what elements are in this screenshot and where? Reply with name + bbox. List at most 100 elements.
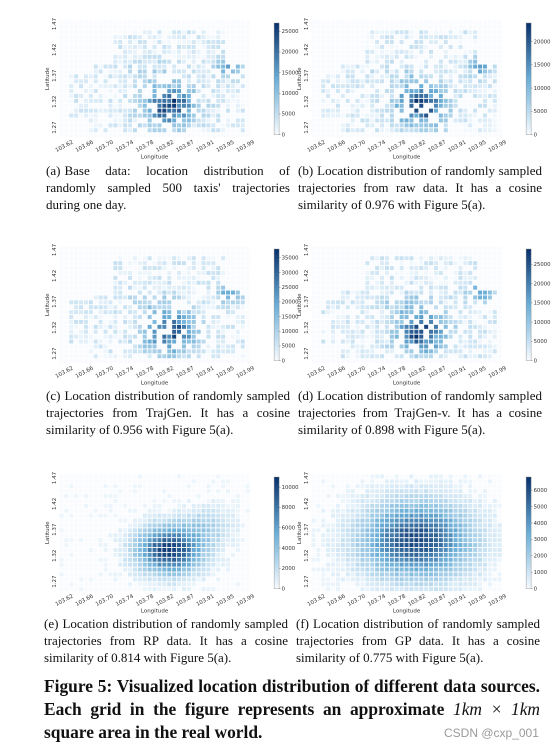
heatmap-d-cell bbox=[389, 266, 394, 271]
heatmap-b-cell bbox=[321, 113, 326, 118]
heatmap-e-cell bbox=[142, 538, 147, 543]
heatmap-c-cell bbox=[74, 266, 79, 271]
heatmap-b-cell bbox=[380, 118, 385, 123]
heatmap-e-cell bbox=[64, 582, 69, 587]
heatmap-e-cell bbox=[152, 474, 157, 479]
heatmap-e-cell bbox=[186, 533, 191, 538]
heatmap-f-cell bbox=[438, 484, 443, 489]
heatmap-b-cell bbox=[482, 59, 487, 64]
heatmap-a-cell bbox=[221, 54, 226, 59]
heatmap-a-cell bbox=[177, 64, 182, 69]
heatmap-d-cell bbox=[404, 319, 409, 324]
heatmap-b-cell bbox=[424, 103, 429, 108]
heatmap-d-cell bbox=[468, 275, 473, 280]
heatmap-a-xtick-label: 103.99 bbox=[236, 139, 256, 154]
heatmap-b-cell bbox=[311, 89, 316, 94]
heatmap-e-cell bbox=[98, 498, 103, 503]
heatmap-b-cell bbox=[394, 108, 399, 113]
heatmap-d-ytick-label: 1.47 bbox=[304, 243, 310, 256]
heatmap-d-cell bbox=[380, 280, 385, 285]
heatmap-b-cell bbox=[380, 69, 385, 74]
heatmap-d-cell bbox=[331, 349, 336, 354]
heatmap-e-cell bbox=[123, 577, 128, 582]
heatmap-c-cell bbox=[230, 261, 235, 266]
heatmap-b-xtick-label: 103.82 bbox=[407, 140, 427, 154]
heatmap-e-cell bbox=[226, 484, 231, 489]
heatmap-a-cell bbox=[147, 44, 152, 49]
heatmap-d-cell bbox=[433, 354, 438, 359]
heatmap-a-cell bbox=[108, 25, 113, 30]
heatmap-c-cell bbox=[147, 349, 152, 354]
heatmap-a-cell bbox=[113, 30, 118, 35]
heatmap-d-cell bbox=[311, 270, 316, 275]
heatmap-f-cell bbox=[492, 474, 497, 479]
heatmap-e-cell bbox=[230, 523, 235, 528]
heatmap-a-cell bbox=[59, 133, 64, 138]
heatmap-c-cell bbox=[74, 300, 79, 305]
heatmap-a-cell bbox=[172, 133, 177, 138]
heatmap-c-colorbar-tick-label: 15000 bbox=[282, 314, 299, 320]
heatmap-b-cell bbox=[448, 74, 453, 79]
heatmap-d-cell bbox=[424, 290, 429, 295]
heatmap-d-cell bbox=[492, 266, 497, 271]
heatmap-e-cell bbox=[128, 538, 133, 543]
heatmap-c-cell bbox=[235, 315, 240, 320]
heatmap-e-cell bbox=[167, 547, 172, 552]
heatmap-b-cell bbox=[433, 64, 438, 69]
heatmap-e-cell bbox=[64, 498, 69, 503]
heatmap-c-cell bbox=[152, 280, 157, 285]
heatmap-e-cell bbox=[59, 547, 64, 552]
heatmap-a-cell bbox=[59, 20, 64, 25]
heatmap-c-cell bbox=[172, 310, 177, 315]
heatmap-e-cell bbox=[79, 513, 84, 518]
heatmap-a-cell bbox=[98, 79, 103, 84]
heatmap-e-cell bbox=[235, 572, 240, 577]
heatmap-e-cell bbox=[103, 533, 108, 538]
heatmap-a-cell bbox=[235, 35, 240, 40]
heatmap-e-cell bbox=[83, 547, 88, 552]
heatmap-d-cell bbox=[448, 349, 453, 354]
heatmap-c-cell bbox=[206, 256, 211, 261]
heatmap-c-cell bbox=[79, 349, 84, 354]
heatmap-b-cell bbox=[316, 108, 321, 113]
heatmap-b-cell bbox=[497, 89, 502, 94]
heatmap-e-cell bbox=[93, 503, 98, 508]
heatmap-e-cell bbox=[191, 484, 196, 489]
heatmap-a-cell bbox=[69, 54, 74, 59]
heatmap-d-cell bbox=[326, 246, 331, 251]
heatmap-d-cell bbox=[482, 280, 487, 285]
heatmap-d-cell bbox=[478, 266, 483, 271]
heatmap-b-cell bbox=[389, 64, 394, 69]
heatmap-a-cell bbox=[186, 98, 191, 103]
heatmap-b-cell bbox=[384, 89, 389, 94]
heatmap-c-cell bbox=[201, 354, 206, 359]
heatmap-a-cell bbox=[216, 84, 221, 89]
heatmap-e-cell bbox=[103, 562, 108, 567]
heatmap-c-cell bbox=[108, 261, 113, 266]
heatmap-d-cell bbox=[497, 324, 502, 329]
heatmap-a-cell bbox=[162, 74, 167, 79]
heatmap-d-cell bbox=[394, 305, 399, 310]
heatmap-a-yticks: 1.271.321.371.421.47 bbox=[52, 17, 58, 133]
heatmap-b-cell bbox=[355, 44, 360, 49]
heatmap-e-cell bbox=[240, 484, 245, 489]
heatmap-b-cell bbox=[404, 84, 409, 89]
heatmap-f-cell bbox=[399, 484, 404, 489]
heatmap-a-cell bbox=[167, 93, 172, 98]
heatmap-a-cell bbox=[103, 69, 108, 74]
heatmap-d-cell bbox=[443, 261, 448, 266]
heatmap-e-cell bbox=[177, 503, 182, 508]
heatmap-d-cell bbox=[340, 354, 345, 359]
heatmap-d-cell bbox=[419, 310, 424, 315]
heatmap-d-cell bbox=[355, 315, 360, 320]
heatmap-e-cell bbox=[162, 533, 167, 538]
heatmap-c-cell bbox=[221, 339, 226, 344]
heatmap-e-cell bbox=[128, 474, 133, 479]
heatmap-a-cell bbox=[83, 35, 88, 40]
heatmap-e-cell bbox=[128, 582, 133, 587]
heatmap-c-cell bbox=[137, 266, 142, 271]
heatmap-c-cell bbox=[230, 251, 235, 256]
heatmap-b-cell bbox=[365, 133, 370, 138]
heatmap-b-cell bbox=[433, 93, 438, 98]
heatmap-e-cell bbox=[132, 572, 137, 577]
